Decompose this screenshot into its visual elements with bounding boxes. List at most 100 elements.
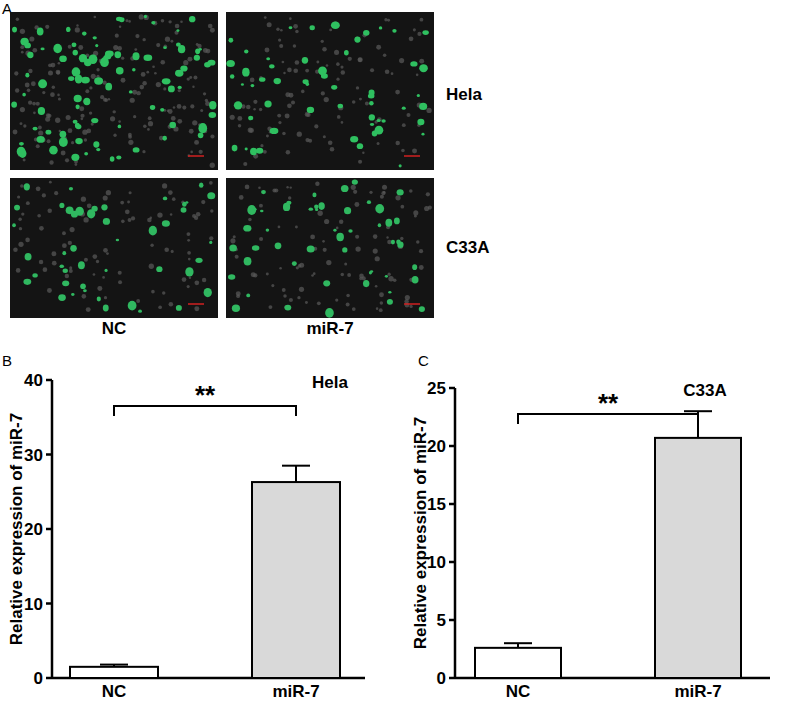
cell-dim — [66, 115, 71, 120]
cell-dim — [373, 234, 378, 239]
error-cap — [504, 642, 532, 644]
cell-dim — [42, 91, 45, 94]
cell-dim — [210, 28, 215, 33]
y-tick-label: 25 — [427, 379, 446, 398]
cell-dim — [201, 200, 205, 204]
cell-dim — [69, 269, 73, 273]
cell-green — [421, 133, 424, 136]
cell-dim — [402, 123, 406, 127]
cell-green — [37, 28, 44, 36]
column-label: NC — [102, 319, 127, 338]
cell-dim — [365, 102, 369, 106]
cell-green — [275, 242, 282, 249]
cell-dim — [297, 296, 300, 299]
cell-dim — [150, 216, 153, 219]
cell-green — [118, 125, 122, 129]
cell-dim — [152, 65, 155, 68]
cell-green — [422, 30, 429, 35]
cell-green — [80, 283, 86, 289]
cell-dim — [55, 118, 60, 123]
cell-dim — [106, 252, 109, 255]
y-tick — [46, 379, 52, 382]
cell-dim — [253, 273, 257, 277]
cell-green — [372, 131, 378, 137]
cell-dim — [353, 190, 357, 194]
cell-green — [114, 51, 121, 58]
cell-green — [292, 261, 297, 266]
cell-dim — [28, 69, 32, 73]
cell-dim — [79, 106, 84, 111]
cell-dim — [182, 277, 187, 282]
cell-green — [397, 189, 404, 195]
bar-chart: CC33ARelative expression of miR-70510152… — [411, 352, 770, 701]
cell-green — [242, 68, 249, 77]
cell-green — [116, 156, 121, 160]
cell-dim — [339, 220, 343, 224]
cell-dim — [96, 260, 99, 263]
cell-green — [379, 26, 382, 29]
x-tick-label: NC — [506, 682, 531, 701]
cell-dim — [136, 299, 140, 303]
cell-dim — [13, 130, 18, 135]
cell-green — [314, 204, 318, 209]
cell-green — [63, 269, 68, 273]
cell-dim — [295, 60, 300, 65]
cell-dim — [128, 140, 133, 145]
cell-dim — [47, 139, 51, 143]
cell-dim — [31, 81, 36, 86]
cell-green — [59, 137, 68, 147]
cell-green — [93, 141, 99, 147]
cell-dim — [69, 266, 72, 269]
cell-dim — [192, 85, 194, 87]
cell-dim — [177, 119, 182, 124]
cell-dim — [47, 209, 52, 214]
cell-green — [162, 136, 166, 141]
cell-dim — [426, 192, 430, 196]
cell-dim — [171, 250, 174, 253]
cell-dim — [200, 109, 203, 112]
cell-green — [352, 179, 358, 184]
cell-dim — [52, 261, 57, 266]
cell-green — [129, 90, 133, 93]
cell-green — [286, 201, 291, 205]
scale-bar — [404, 155, 420, 157]
cell-green — [94, 77, 103, 84]
cell-green — [256, 148, 263, 154]
cell-dim — [330, 147, 335, 152]
cell-dim — [202, 278, 206, 282]
cell-dim — [424, 206, 429, 211]
micrograph — [226, 12, 434, 170]
cell-dim — [68, 241, 72, 245]
cell-dim — [253, 108, 255, 110]
cell-green — [105, 51, 114, 57]
cell-green — [25, 253, 32, 261]
cell-dim — [29, 36, 34, 41]
bar — [252, 482, 340, 678]
bar — [475, 648, 561, 678]
cell-green — [367, 200, 371, 204]
cell-dim — [299, 287, 304, 292]
cell-dim — [147, 128, 150, 131]
cell-dim — [260, 144, 263, 147]
cell-dim — [85, 89, 89, 93]
bar — [655, 438, 741, 678]
cell-green — [252, 245, 260, 250]
cell-green — [198, 123, 207, 133]
cell-dim — [36, 186, 41, 191]
cell-green — [412, 276, 419, 283]
cell-green — [93, 36, 97, 39]
chart-title: C33A — [683, 381, 726, 400]
cell-dim — [170, 40, 173, 43]
cell-green — [24, 183, 30, 190]
cell-dim — [112, 110, 115, 113]
cell-dim — [192, 214, 196, 218]
cell-dim — [413, 28, 416, 31]
cell-green — [357, 143, 363, 149]
cell-green — [14, 205, 20, 211]
cell-dim — [311, 274, 314, 277]
cell-dim — [48, 63, 52, 67]
cell-dim — [17, 195, 20, 198]
cell-dim — [23, 158, 26, 161]
cell-green — [40, 47, 44, 50]
cell-green — [95, 44, 98, 47]
